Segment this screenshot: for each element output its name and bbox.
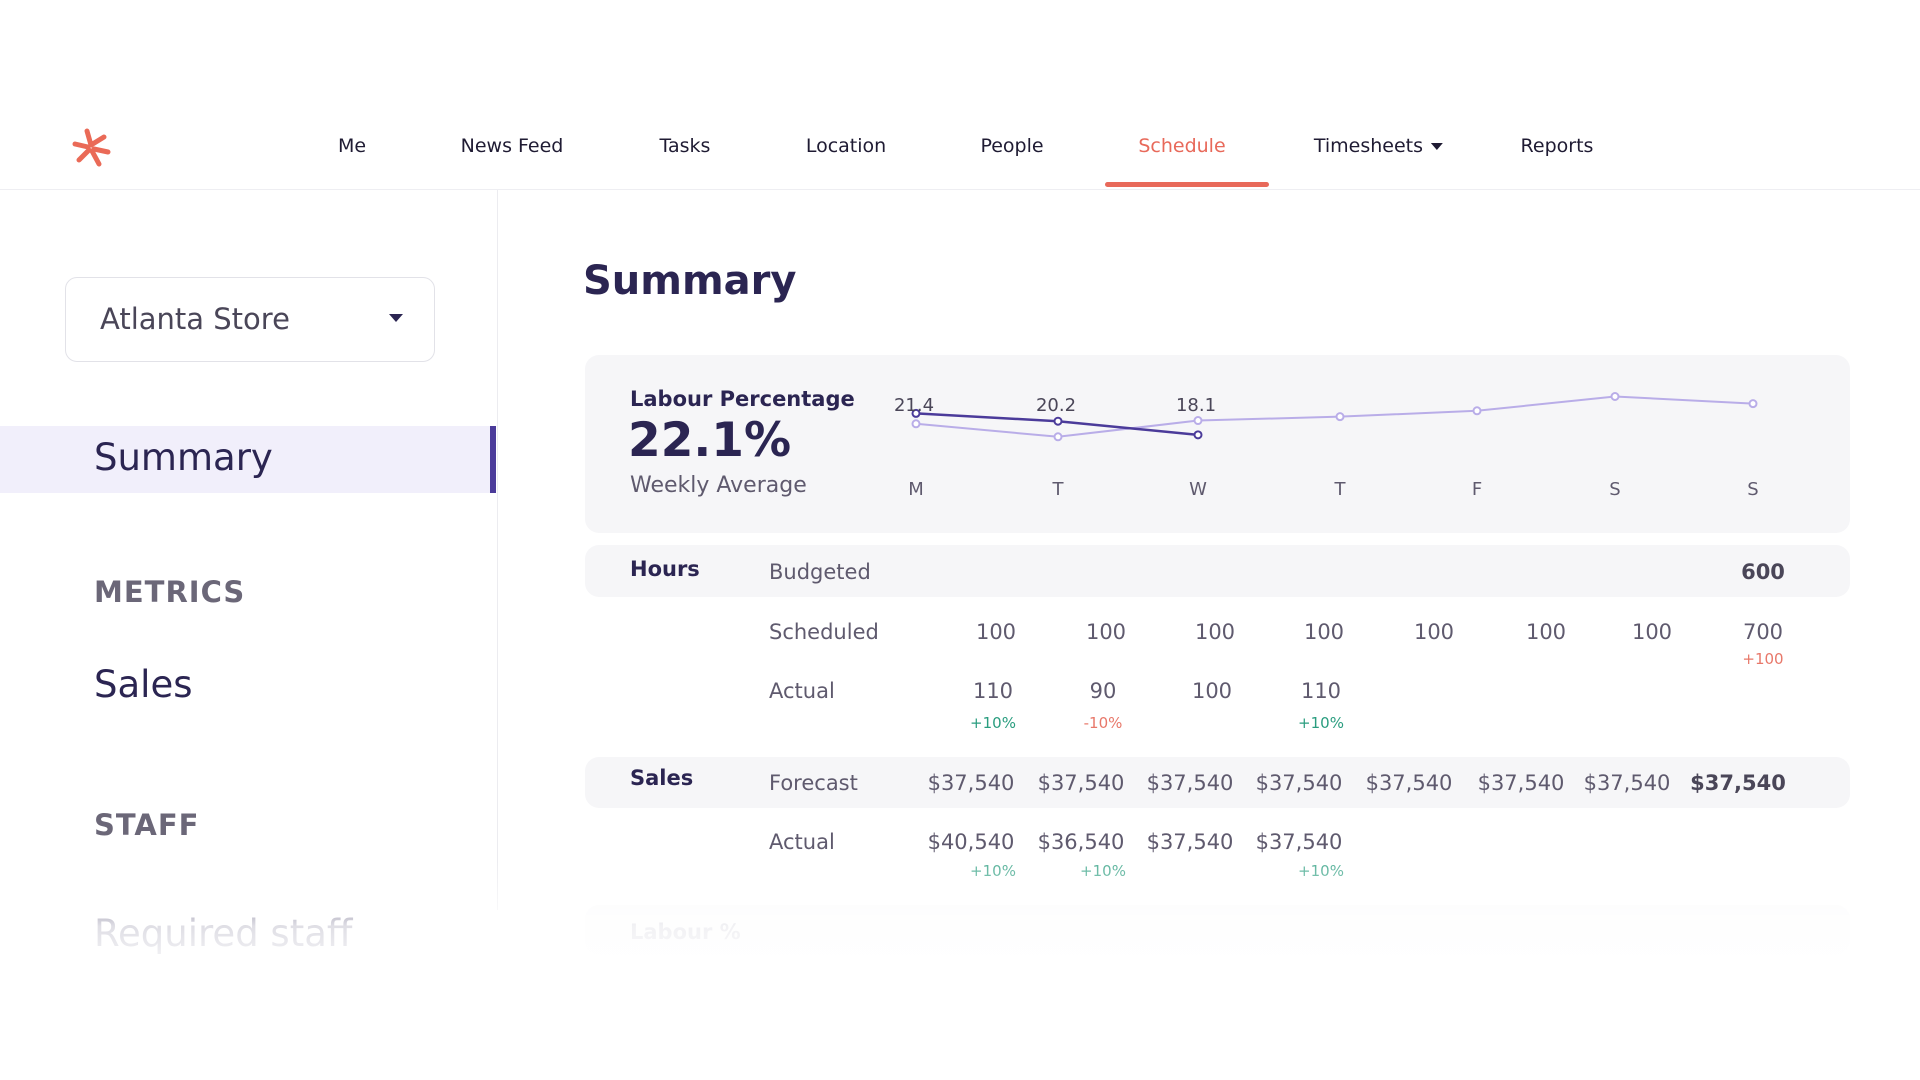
cell: $37,540 (1146, 771, 1234, 795)
total: 700 (1742, 620, 1784, 644)
change: +10% (970, 714, 1016, 732)
labour-card (585, 355, 1850, 533)
point (1193, 430, 1203, 440)
point (1193, 416, 1203, 426)
cell: $36,540 (1037, 830, 1125, 854)
store-name: Atlanta Store (100, 302, 290, 336)
point (1472, 406, 1482, 416)
nav-item[interactable]: Reports (1520, 135, 1594, 157)
point (911, 408, 921, 418)
point (1053, 416, 1063, 426)
nav-item[interactable]: News Feed (460, 135, 564, 157)
row-label: Scheduled (769, 620, 879, 644)
point (1053, 432, 1063, 442)
store-select[interactable]: Atlanta Store (65, 277, 435, 362)
active-tab-underline (1105, 182, 1269, 187)
day-label: T (1052, 479, 1065, 500)
cell: $37,540 (1037, 771, 1125, 795)
nav-bar (0, 93, 1920, 190)
labour-chart: M T W T F S S 21.4 20.2 18.1 (894, 392, 1759, 500)
selected-item-bg (0, 426, 496, 493)
selected-item-bar (490, 426, 496, 493)
labour-label: Labour Percentage (630, 387, 855, 411)
nav-item[interactable]: Location (805, 135, 887, 157)
cell: $37,540 (1146, 830, 1234, 854)
cell: 100 (1085, 620, 1127, 644)
point (1748, 399, 1758, 409)
row-label: Actual (769, 679, 835, 703)
cell: 110 (1300, 679, 1342, 703)
section-label: Hours (630, 557, 700, 581)
nav-item[interactable]: Tasks (659, 135, 711, 157)
nav-item[interactable]: People (980, 135, 1044, 157)
point (1335, 412, 1345, 422)
point-label: 21.4 (894, 395, 934, 416)
nav-item[interactable]: Timesheets (1314, 135, 1444, 157)
labour-value: 22.1% (628, 413, 792, 468)
section-title: STAFF (94, 808, 200, 842)
cell: 90 (1089, 679, 1117, 703)
labour-caption: Weekly Average (630, 473, 807, 498)
row-label: Budgeted (769, 560, 871, 584)
cell: $37,540 (1255, 771, 1343, 795)
change: +10% (1298, 714, 1344, 732)
day-label: T (1334, 479, 1347, 500)
total-change: +100 (1742, 650, 1784, 668)
cell: $37,540 (1583, 771, 1671, 795)
cell: 100 (1413, 620, 1455, 644)
day-label: S (1747, 479, 1758, 500)
nav-item[interactable]: Schedule (1138, 135, 1226, 157)
cell: $37,540 (1255, 830, 1343, 854)
cell: 100 (1191, 679, 1233, 703)
logo[interactable] (70, 127, 112, 169)
day-label: W (1189, 479, 1207, 500)
cell: 100 (1194, 620, 1236, 644)
change: -10% (1083, 714, 1123, 732)
section-title: METRICS (94, 575, 246, 609)
cell: $37,540 (1477, 771, 1565, 795)
page-title: Summary (583, 258, 797, 304)
caret (1431, 143, 1444, 150)
cell: $37,540 (1365, 771, 1453, 795)
row-label: Forecast (769, 771, 858, 795)
cell: $37,540 (927, 771, 1015, 795)
sales-band (585, 757, 1850, 808)
total: 600 (1741, 560, 1785, 584)
point-label: 20.2 (1036, 395, 1076, 416)
cell: 100 (1303, 620, 1345, 644)
section-label: Sales (630, 766, 694, 790)
sidebar-divider (497, 190, 498, 910)
point (911, 419, 921, 429)
cell: $40,540 (927, 830, 1015, 854)
total: $37,540 (1690, 771, 1786, 795)
day-label: F (1472, 479, 1482, 500)
point (1610, 392, 1620, 401)
sidebar-item[interactable]: Sales (94, 663, 193, 706)
dropdown-caret (389, 314, 403, 322)
sidebar-item[interactable]: Summary (94, 436, 273, 479)
hours-band (585, 545, 1850, 597)
nav-item[interactable]: Me (337, 135, 367, 157)
point-label: 18.1 (1176, 395, 1216, 416)
day-label: S (1609, 479, 1620, 500)
cell: 100 (1525, 620, 1567, 644)
cell: 100 (1631, 620, 1673, 644)
cell: 100 (975, 620, 1017, 644)
fade-overlay (0, 860, 1920, 1080)
cell: 110 (972, 679, 1014, 703)
row-label: Actual (769, 830, 835, 854)
day-label: M (908, 479, 924, 500)
